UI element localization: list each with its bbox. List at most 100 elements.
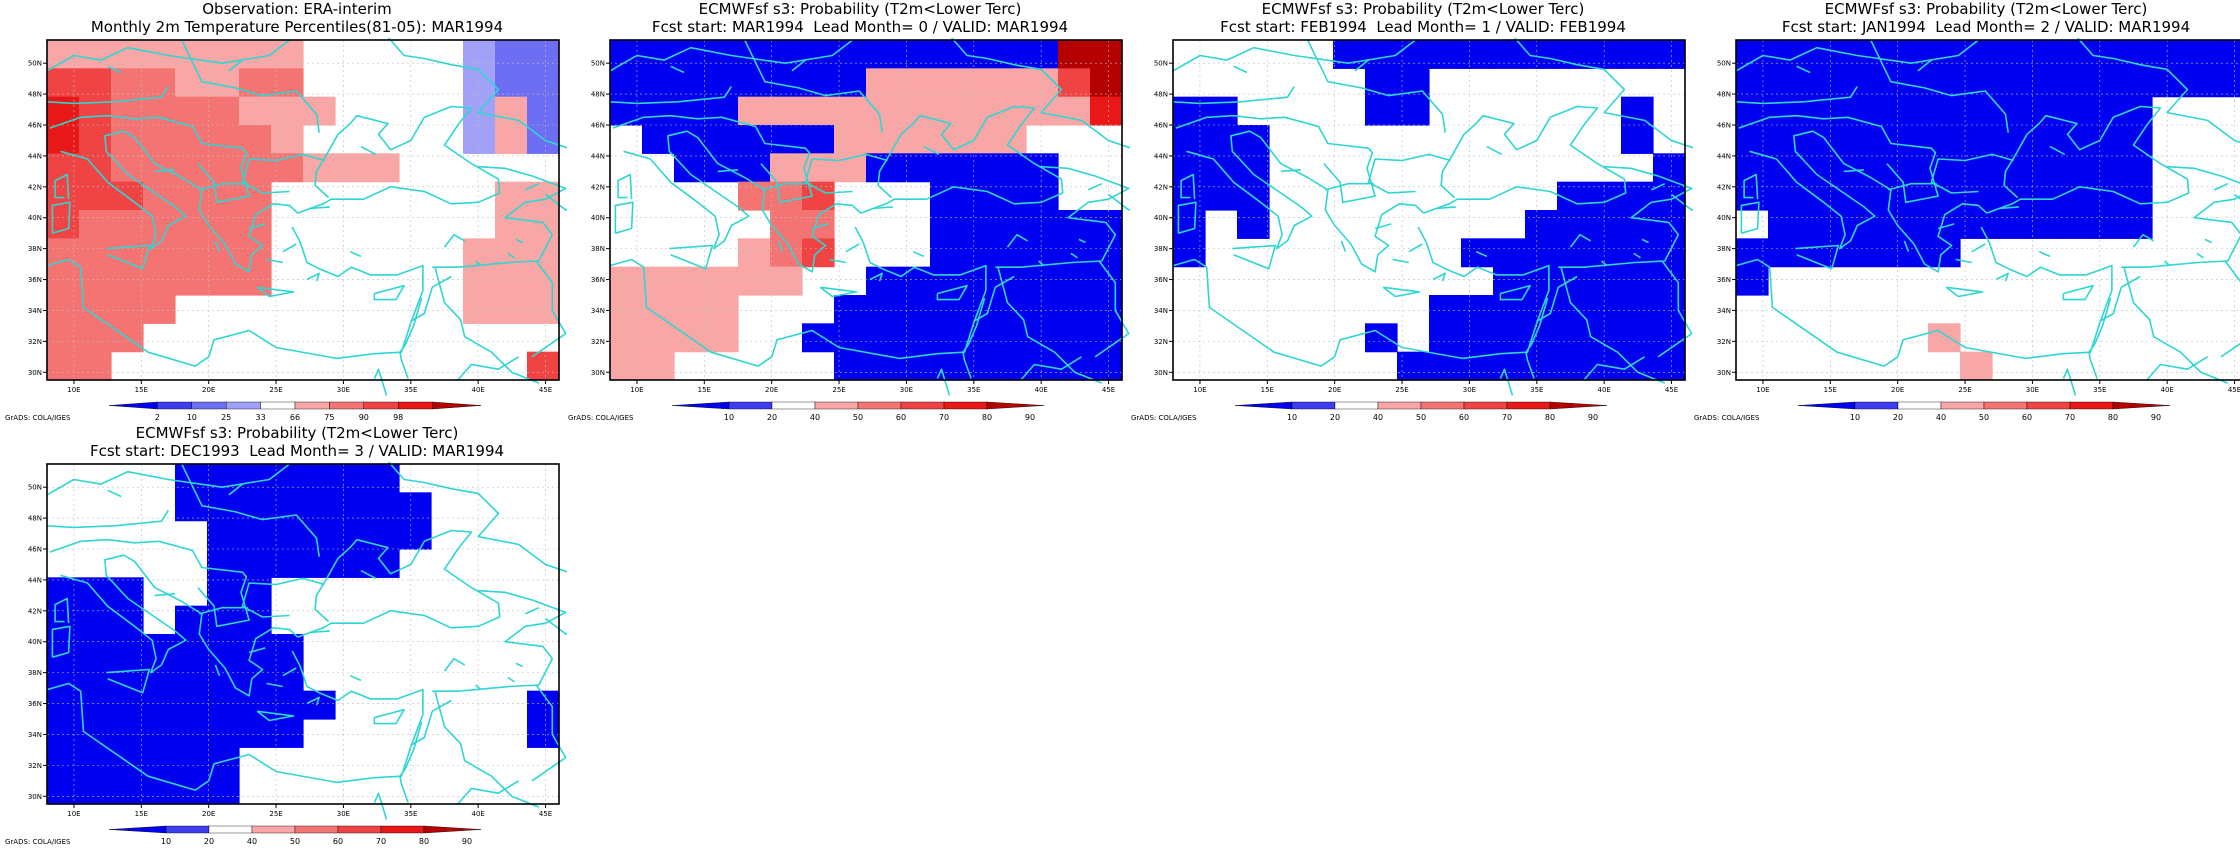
colorbar-swatch bbox=[2113, 402, 2170, 409]
grid-cell bbox=[898, 68, 931, 97]
grid-cell bbox=[47, 40, 80, 69]
coastline bbox=[2063, 369, 2075, 395]
coastline bbox=[374, 710, 404, 724]
lat-label: 32N bbox=[1154, 338, 1168, 346]
grid-cell bbox=[1557, 295, 1590, 324]
grid-cell bbox=[2056, 68, 2089, 97]
grid-cell bbox=[1992, 210, 2025, 239]
coastline bbox=[350, 676, 361, 681]
grid-cell bbox=[1026, 267, 1059, 296]
lat-label: 48N bbox=[28, 515, 42, 523]
colorbar-tick-label: 10 bbox=[1850, 413, 1860, 422]
lon-label: 20E bbox=[202, 386, 215, 394]
grid-cell bbox=[1026, 295, 1059, 324]
colorbar-tick-label: 60 bbox=[896, 413, 906, 422]
grid-cell bbox=[1653, 40, 1686, 69]
grid-cell bbox=[271, 464, 304, 493]
grid-cell bbox=[802, 40, 835, 69]
grid-cell bbox=[642, 267, 675, 296]
grid-cell bbox=[1768, 210, 1801, 239]
grid-cell bbox=[239, 719, 272, 748]
grid-cell bbox=[770, 153, 803, 182]
lat-label: 44N bbox=[28, 576, 42, 584]
grid-cell bbox=[47, 267, 80, 296]
grid-cell bbox=[930, 68, 963, 97]
grid-cell bbox=[770, 40, 803, 69]
lon-label: 10E bbox=[67, 386, 80, 394]
grid-cell bbox=[1864, 40, 1897, 69]
colorbar-tick-label: 75 bbox=[324, 413, 334, 422]
colorbar-swatch bbox=[329, 402, 363, 409]
lon-label: 20E bbox=[765, 386, 778, 394]
colorbar-tick-label: 70 bbox=[376, 837, 386, 846]
lon-label: 35E bbox=[2093, 386, 2106, 394]
panel-title: ECMWFsf s3: Probability (T2m<Lower Terc) bbox=[1153, 0, 1693, 18]
coastline bbox=[1996, 273, 2008, 281]
grid-cell bbox=[1653, 210, 1686, 239]
grid-cell bbox=[79, 352, 112, 381]
grid-cell bbox=[175, 747, 208, 776]
grid-cell bbox=[1864, 182, 1897, 211]
coastline bbox=[1487, 147, 1502, 155]
grid-cell bbox=[79, 267, 112, 296]
grid-cell bbox=[1960, 210, 1993, 239]
grid-cell bbox=[175, 691, 208, 720]
colorbar-tick-label: 80 bbox=[982, 413, 992, 422]
lon-label: 40E bbox=[1597, 386, 1610, 394]
grid-cell bbox=[962, 125, 995, 154]
grid-cell bbox=[1864, 153, 1897, 182]
grid-cell bbox=[1173, 125, 1206, 154]
coastline bbox=[374, 369, 386, 395]
lat-label: 50N bbox=[591, 60, 605, 68]
grid-cell bbox=[1333, 40, 1366, 69]
colorbar-tick-label: 50 bbox=[290, 837, 300, 846]
grid-cell bbox=[1896, 97, 1929, 126]
grid-cell bbox=[239, 267, 272, 296]
grid-cell bbox=[898, 295, 931, 324]
grid-cell bbox=[79, 747, 112, 776]
grid-cell bbox=[1928, 40, 1961, 69]
lat-label: 46N bbox=[591, 122, 605, 130]
grid-cell bbox=[79, 662, 112, 691]
grid-cell bbox=[1589, 40, 1622, 69]
grid-cell bbox=[2120, 153, 2153, 182]
grid-cell bbox=[1365, 97, 1398, 126]
coastline bbox=[1232, 246, 1275, 269]
grid-cell bbox=[111, 776, 144, 805]
colorbar-swatch bbox=[364, 402, 398, 409]
grid-cell bbox=[463, 40, 496, 69]
grid-cell bbox=[1058, 68, 1091, 97]
grid-cell bbox=[1800, 125, 1833, 154]
grid-cell bbox=[1525, 267, 1558, 296]
lon-label: 30E bbox=[337, 386, 350, 394]
grid-cell bbox=[930, 210, 963, 239]
colorbar-tick-label: 40 bbox=[810, 413, 820, 422]
grid-cell bbox=[111, 719, 144, 748]
colorbar-tick-label: 40 bbox=[1373, 413, 1383, 422]
grid-cell bbox=[610, 267, 643, 296]
coastline bbox=[2205, 239, 2212, 242]
grid-cell bbox=[994, 97, 1027, 126]
colorbar-swatch bbox=[901, 402, 944, 409]
coastline bbox=[361, 147, 376, 155]
grid-cell bbox=[143, 153, 176, 182]
grid-cell bbox=[527, 719, 560, 748]
coastline bbox=[374, 793, 386, 819]
colorbar-tick-label: 10 bbox=[187, 413, 197, 422]
grid-cell bbox=[47, 691, 80, 720]
grid-cell bbox=[271, 125, 304, 154]
lat-label: 48N bbox=[1717, 91, 1731, 99]
colorbar-tick-label: 60 bbox=[333, 837, 343, 846]
lat-label: 34N bbox=[28, 307, 42, 315]
grid-cell bbox=[79, 719, 112, 748]
grid-cell bbox=[1205, 97, 1238, 126]
grid-cell bbox=[1237, 125, 1270, 154]
grid-cell bbox=[335, 492, 368, 521]
lat-label: 30N bbox=[28, 793, 42, 801]
grid-cell bbox=[111, 577, 144, 606]
grid-cell bbox=[79, 40, 112, 69]
grid-cell bbox=[994, 68, 1027, 97]
grid-cell bbox=[1960, 40, 1993, 69]
